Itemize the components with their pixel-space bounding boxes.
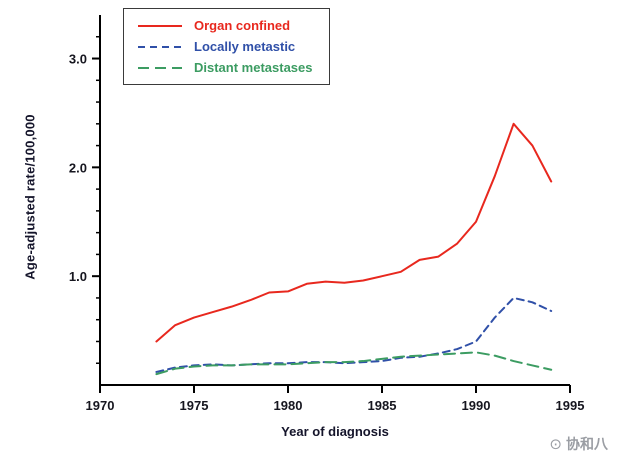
legend-item-distant-metastases: Distant metastases <box>136 60 313 75</box>
svg-text:3.0: 3.0 <box>69 52 87 67</box>
svg-text:1995: 1995 <box>556 398 585 413</box>
legend: Organ confined Locally metastic Distant … <box>123 8 330 85</box>
solid-line-sample-icon <box>138 24 182 27</box>
svg-text:1985: 1985 <box>368 398 397 413</box>
svg-text:1975: 1975 <box>180 398 209 413</box>
watermark-logo-icon: ⊙ <box>549 435 562 453</box>
svg-text:1980: 1980 <box>274 398 303 413</box>
svg-text:1970: 1970 <box>86 398 115 413</box>
watermark-text: 协和八 <box>566 436 608 452</box>
legend-label-distant-metastases: Distant metastases <box>194 60 313 75</box>
x-axis-title: Year of diagnosis <box>281 424 389 439</box>
watermark: ⊙ 协和八 <box>549 434 608 454</box>
svg-text:1990: 1990 <box>462 398 491 413</box>
y-axis-title: Age-adjusted rate/100,000 <box>22 114 38 280</box>
legend-label-organ-confined: Organ confined <box>194 18 291 33</box>
long-dashed-line-sample-icon <box>138 66 182 69</box>
legend-item-locally-metastic: Locally metastic <box>136 39 313 54</box>
svg-text:2.0: 2.0 <box>69 160 87 175</box>
svg-text:1.0: 1.0 <box>69 269 87 284</box>
legend-label-locally-metastic: Locally metastic <box>194 39 296 54</box>
legend-item-organ-confined: Organ confined <box>136 18 313 33</box>
dashed-line-sample-icon <box>138 45 182 48</box>
